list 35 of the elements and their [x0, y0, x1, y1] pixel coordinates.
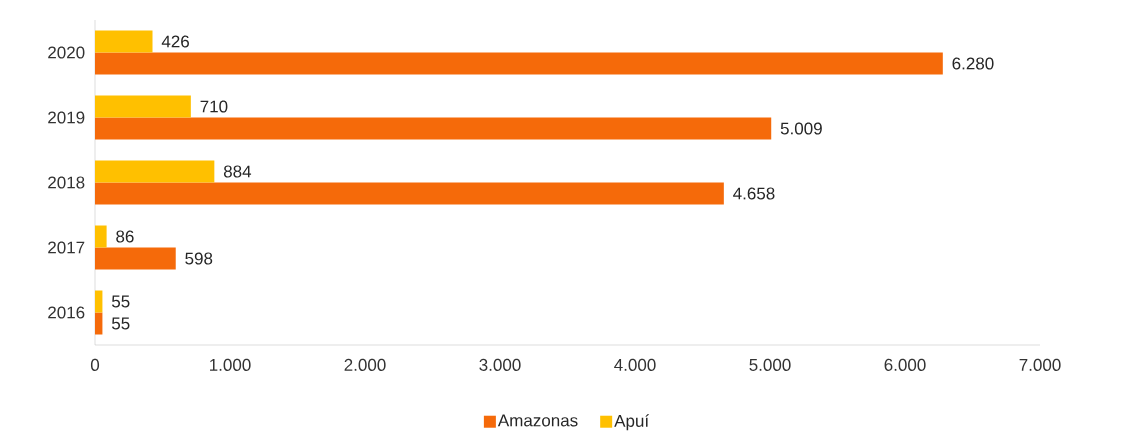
data-label: 884: [223, 165, 252, 178]
x-tick-label: 1.000: [210, 358, 251, 371]
data-label: 4.658: [733, 187, 775, 200]
y-tick-label: 2016: [48, 306, 85, 319]
bar: [95, 95, 191, 118]
data-label: 86: [116, 230, 134, 243]
y-tick-label: 2019: [48, 111, 85, 124]
data-label: 598: [185, 252, 213, 265]
bar: [95, 247, 176, 270]
x-tick-label: 5.000: [749, 358, 791, 371]
data-label: 5.009: [780, 122, 822, 135]
x-tick-label: 7.000: [1019, 358, 1061, 371]
bar: [95, 225, 107, 248]
x-tick-label: 3.000: [479, 358, 521, 371]
bar: [95, 312, 103, 335]
bar: [95, 52, 943, 75]
bar: [95, 290, 103, 313]
bar: [95, 117, 772, 140]
legend-label: Apuí: [614, 414, 650, 431]
bar: [95, 182, 724, 205]
data-label: 710: [200, 100, 228, 113]
x-tick-label: 6.000: [884, 358, 926, 371]
data-label: 426: [161, 35, 189, 48]
bar: [95, 30, 153, 53]
data-label: 55: [111, 317, 130, 330]
x-tick-label: 4.000: [614, 358, 656, 371]
bar: [95, 160, 215, 183]
y-tick-label: 2020: [48, 46, 85, 59]
y-tick-label: 2017: [48, 241, 85, 254]
data-label: 6.280: [952, 57, 994, 70]
x-tick-label: 0: [90, 358, 100, 371]
data-label: 55: [111, 295, 130, 308]
legend-label: Amazonas: [497, 414, 578, 427]
x-tick-label: 2.000: [344, 358, 386, 371]
y-tick-label: 2018: [48, 176, 85, 189]
